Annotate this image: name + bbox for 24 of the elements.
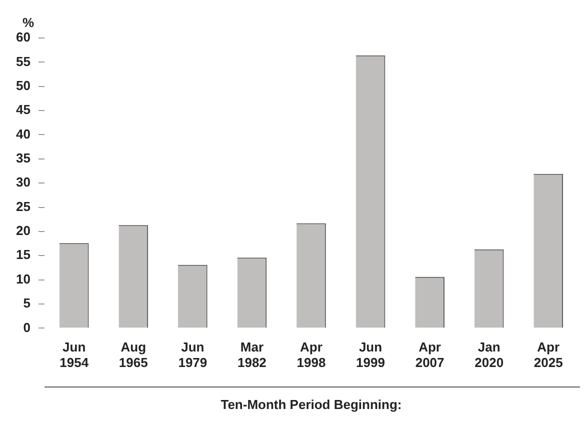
y-tick-label: 30 xyxy=(16,174,30,190)
y-tick-label: 55 xyxy=(16,54,30,69)
y-tick-label: 35 xyxy=(16,150,30,166)
x-tick-label: Apr 1998 xyxy=(296,340,326,370)
y-tick-label: 60 xyxy=(16,30,30,45)
y-tick-label: 25 xyxy=(16,198,30,214)
y-axis-title: % xyxy=(22,15,34,30)
x-tick-label: Jun 1954 xyxy=(60,340,90,370)
x-tick-label: Jan 2020 xyxy=(474,340,504,370)
x-tick-label: Apr 2007 xyxy=(415,340,444,370)
y-tick-label: 20 xyxy=(16,223,30,238)
x-axis-title: Ten-Month Period Beginning: xyxy=(220,396,402,412)
x-tick-label: Jun 1979 xyxy=(178,340,208,370)
y-tick-label: 5 xyxy=(23,296,30,311)
y-tick-label: 0 xyxy=(23,320,30,335)
x-tick-label: Apr 2025 xyxy=(534,340,563,370)
x-tick-label: Jun 1999 xyxy=(356,340,385,370)
y-tick-label: 45 xyxy=(16,102,30,118)
y-tick-label: 10 xyxy=(16,271,30,286)
x-tick-label: Aug 1965 xyxy=(118,340,148,370)
y-tick-label: 15 xyxy=(16,247,30,262)
x-tick-label: Mar 1982 xyxy=(237,340,266,370)
y-tick-label: 50 xyxy=(16,78,30,93)
y-tick-label: 40 xyxy=(16,126,30,142)
